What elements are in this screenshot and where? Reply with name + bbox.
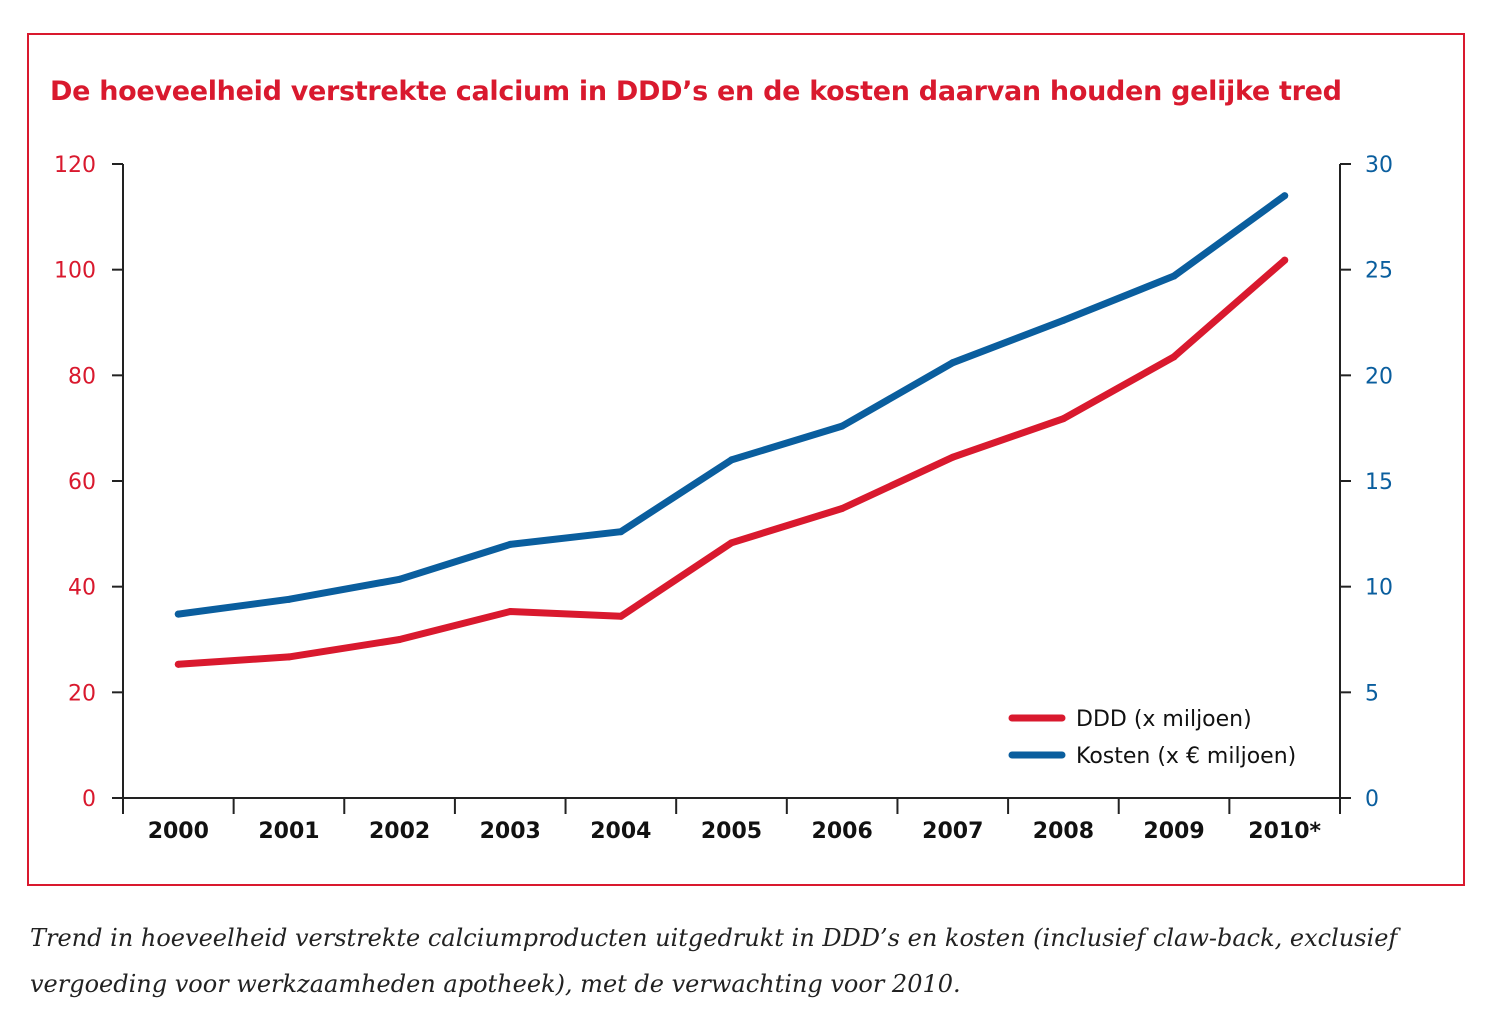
series-line-kosten: [174, 192, 1289, 618]
data-point-kosten: [838, 422, 846, 430]
data-point-kosten: [1059, 316, 1067, 324]
chart-title: De hoeveelheid verstrekte calcium in DDD…: [50, 76, 1342, 107]
data-point-kosten: [1170, 272, 1178, 280]
y-right-tick-label: 15: [1365, 470, 1393, 495]
data-point-ddd: [174, 660, 182, 668]
data-point-kosten: [1281, 192, 1289, 200]
x-tick-label: 2000: [148, 819, 209, 844]
y-right-tick-label: 30: [1365, 153, 1393, 178]
y-right-tick-label: 0: [1365, 787, 1379, 812]
data-point-ddd: [1170, 353, 1178, 361]
y-right-tick-label: 5: [1365, 681, 1379, 706]
data-point-kosten: [617, 528, 625, 536]
y-left-tick-label: 20: [68, 681, 96, 706]
data-point-ddd: [838, 504, 846, 512]
x-tick-label: 2010*: [1248, 819, 1321, 844]
legend-label: Kosten (x € miljoen): [1076, 744, 1296, 769]
x-tick-label: 2008: [1033, 819, 1094, 844]
y-right-tick-label: 10: [1365, 576, 1393, 601]
x-tick-label: 2005: [701, 819, 762, 844]
y-right-tick-label: 20: [1365, 364, 1393, 389]
y-left-tick-label: 100: [54, 259, 96, 284]
y-left-tick-label: 0: [82, 787, 96, 812]
data-point-ddd: [506, 607, 514, 615]
data-point-kosten: [728, 456, 735, 464]
caption-line-1: Trend in hoeveelheid verstrekte calciump…: [30, 924, 1398, 952]
y-left-tick-label: 80: [68, 364, 96, 389]
y-left-tick-label: 40: [68, 576, 96, 601]
data-point-ddd: [285, 653, 293, 661]
data-point-ddd: [617, 612, 625, 620]
legend-label: DDD (x miljoen): [1076, 707, 1252, 732]
caption-line-2: vergoeding voor werkzaamheden apotheek),…: [30, 970, 961, 998]
data-point-ddd: [1059, 415, 1067, 423]
data-point-kosten: [285, 595, 293, 603]
x-tick-label: 2007: [922, 819, 983, 844]
x-tick-label: 2003: [480, 819, 541, 844]
y-left-tick-label: 60: [68, 470, 96, 495]
chart-frame: [27, 33, 1465, 886]
data-point-kosten: [506, 540, 514, 548]
y-right-tick-label: 25: [1365, 259, 1393, 284]
x-tick-label: 2006: [812, 819, 873, 844]
x-tick-label: 2004: [590, 819, 651, 844]
x-tick-label: 2001: [258, 819, 319, 844]
x-tick-label: 2009: [1143, 819, 1204, 844]
data-point-ddd: [396, 636, 404, 643]
data-point-ddd: [949, 453, 957, 461]
data-point-ddd: [728, 539, 735, 547]
data-point-kosten: [396, 575, 404, 583]
y-left-tick-label: 120: [54, 153, 96, 178]
figure-caption: Trend in hoeveelheid verstrekte calciump…: [30, 915, 1450, 1007]
data-point-kosten: [174, 610, 182, 618]
data-point-ddd: [1281, 256, 1289, 264]
x-tick-label: 2002: [369, 819, 430, 844]
data-point-kosten: [949, 359, 957, 367]
